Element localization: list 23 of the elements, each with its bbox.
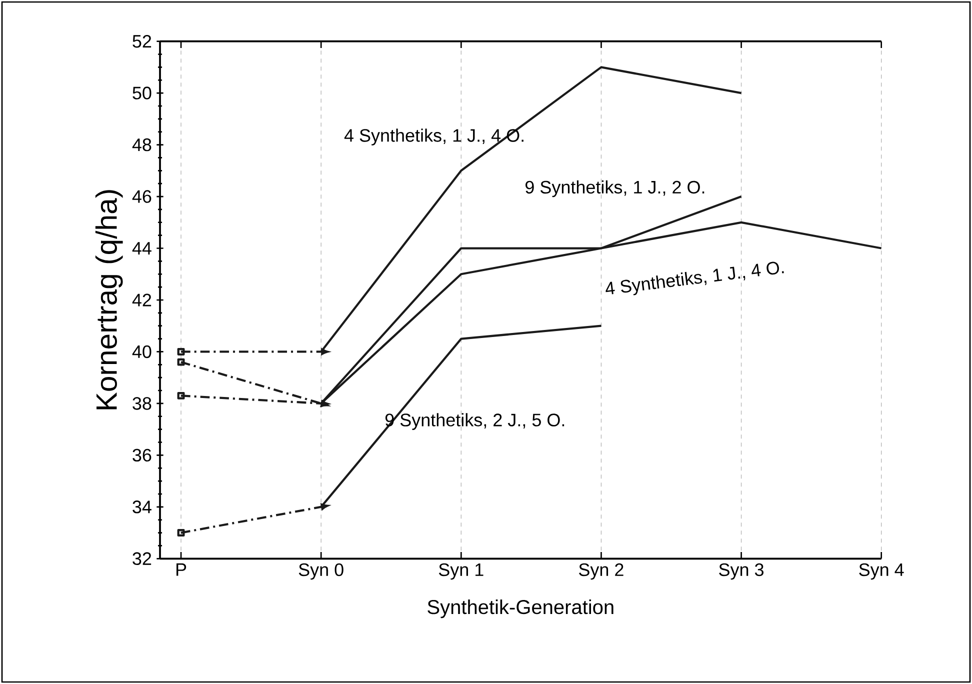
y-tick-label: 44: [132, 242, 152, 254]
y-tick-label: 46: [132, 190, 152, 203]
y-tick-label: 50: [132, 86, 152, 100]
x-tick-label: Syn 0: [298, 563, 344, 580]
series-label: 9 Synthetiks, 2 J., 5 O.: [385, 413, 564, 430]
y-tick-label: 34: [132, 500, 152, 514]
x-tick-label: Syn 1: [438, 563, 484, 580]
y-tick-label: 42: [132, 294, 152, 306]
x-tick-label: Syn 3: [719, 563, 764, 580]
series-label: 9 Synthetiks, 1 J., 2 O.: [526, 180, 704, 198]
x-tick-label: Syn 4: [859, 563, 904, 580]
y-tick-label: 40: [132, 345, 152, 358]
y-tick-label: 52: [132, 34, 152, 48]
y-tick-label: 32: [132, 552, 152, 566]
x-tick-label: Syn 2: [579, 563, 624, 580]
y-axis-title: Kornertrag (q/ha): [95, 190, 123, 410]
y-tick-label: 36: [132, 448, 152, 462]
series-label: 4 Synthetiks, 1 J., 4 O.: [344, 128, 524, 146]
x-tick-label: P: [176, 563, 186, 576]
text: 4 Synthetiks, 1 J., 4 O.: [606, 262, 784, 296]
x-axis-title: Synthetik-Generation: [428, 599, 614, 618]
y-tick-label: 48: [132, 138, 152, 152]
y-tick-label: 38: [132, 397, 152, 410]
